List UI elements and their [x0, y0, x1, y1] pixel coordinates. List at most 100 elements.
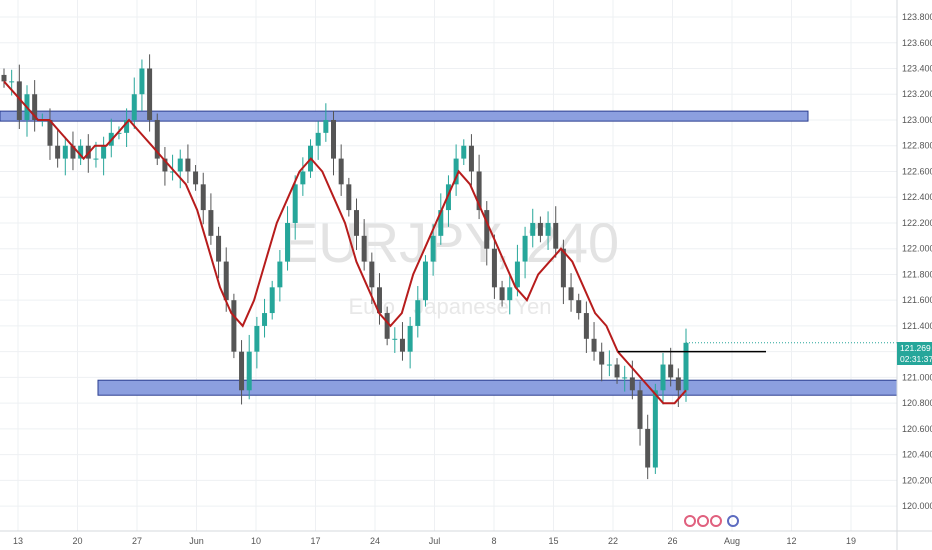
- candle-body: [1, 74, 7, 82]
- annotation-layer: [618, 342, 897, 527]
- candle-body: [415, 300, 421, 326]
- candle-body: [392, 338, 398, 340]
- candle-body: [277, 261, 283, 288]
- event-marker[interactable]: [697, 515, 709, 527]
- candle-body: [576, 300, 582, 314]
- candle-body: [583, 313, 589, 339]
- candle-body: [78, 145, 84, 159]
- candle-body: [683, 342, 689, 391]
- y-tick-label: 120.200: [902, 475, 932, 485]
- candle-body: [399, 338, 405, 352]
- candle-body: [154, 119, 160, 159]
- candle-body: [246, 351, 252, 391]
- candle-body: [62, 145, 68, 159]
- candle-body: [560, 248, 566, 288]
- x-tick-label: 24: [370, 536, 380, 546]
- candle-body: [422, 261, 428, 301]
- candle-body: [147, 68, 153, 120]
- candle-body: [675, 377, 681, 391]
- candle-body: [170, 171, 176, 173]
- candle-body: [361, 235, 367, 262]
- candle-body: [262, 313, 268, 326]
- candle-body: [468, 145, 474, 172]
- x-tick-label: 13: [13, 536, 23, 546]
- candle-body: [507, 287, 513, 301]
- y-tick-label: 120.400: [902, 450, 932, 460]
- candle-body: [453, 158, 459, 185]
- candle-body: [514, 261, 520, 288]
- y-tick-label: 121.600: [902, 295, 932, 305]
- x-tick-label: 10: [251, 536, 261, 546]
- candle-body: [239, 351, 245, 391]
- x-tick-label: 26: [667, 536, 677, 546]
- candle-body: [484, 210, 490, 249]
- x-tick-label: 12: [786, 536, 796, 546]
- last-price-tag: [897, 342, 932, 365]
- candle-body: [162, 158, 168, 172]
- support-zone[interactable]: [97, 379, 898, 396]
- resistance-zone[interactable]: [0, 110, 809, 122]
- candle-body: [47, 119, 53, 146]
- candle-body: [216, 235, 222, 262]
- candle-body: [32, 94, 38, 120]
- candle-body: [445, 184, 451, 211]
- candle-body: [16, 81, 22, 120]
- y-tick-label: 122.200: [902, 218, 932, 228]
- y-tick-label: 123.400: [902, 63, 932, 73]
- candle-body: [116, 132, 122, 134]
- y-tick-label: 120.600: [902, 424, 932, 434]
- y-tick-label: 123.600: [902, 38, 932, 48]
- x-tick-label: 20: [72, 536, 82, 546]
- candle-body: [568, 287, 574, 301]
- event-marker[interactable]: [710, 515, 722, 527]
- candle-body: [223, 261, 229, 301]
- price-tag: 121.269 02:31:37: [897, 342, 932, 365]
- candle-layer: [1, 54, 689, 480]
- candle-body: [177, 158, 183, 172]
- y-tick-label: 122.800: [902, 141, 932, 151]
- candle-body: [9, 81, 15, 83]
- candle-body: [622, 377, 628, 379]
- candle-body: [537, 222, 543, 236]
- y-tick-label: 122.000: [902, 244, 932, 254]
- watermark-symbol: EURJPY, 240: [281, 211, 619, 274]
- x-tick-label: 19: [846, 536, 856, 546]
- candle-body: [668, 364, 674, 378]
- candle-body: [131, 94, 137, 120]
- candle-body: [461, 145, 467, 159]
- candle-body: [269, 287, 275, 314]
- candle-body: [629, 377, 635, 391]
- candle-body: [193, 171, 199, 185]
- event-marker[interactable]: [684, 515, 696, 527]
- candle-body: [553, 222, 559, 249]
- candle-body: [369, 261, 375, 288]
- candle-body: [185, 158, 191, 172]
- y-tick-label: 121.000: [902, 372, 932, 382]
- candle-body: [208, 210, 214, 236]
- candle-body: [338, 158, 344, 185]
- candle-body: [652, 390, 658, 468]
- candle-body: [55, 145, 61, 159]
- candle-body: [323, 119, 329, 133]
- candle-body: [530, 222, 536, 236]
- candle-body: [599, 351, 605, 365]
- candle-body: [491, 248, 497, 288]
- y-tick-label: 123.800: [902, 12, 932, 22]
- y-tick-label: 123.200: [902, 89, 932, 99]
- candle-body: [231, 300, 237, 352]
- candle-body: [438, 210, 444, 236]
- y-tick-label: 120.800: [902, 398, 932, 408]
- moving-average-line: [3, 80, 687, 405]
- candle-body: [285, 222, 291, 262]
- event-marker[interactable]: [727, 515, 739, 527]
- candle-body: [591, 338, 597, 352]
- candle-body: [660, 364, 666, 391]
- x-tick-label: 22: [608, 536, 618, 546]
- candle-body: [407, 325, 413, 352]
- y-tick-label: 122.600: [902, 166, 932, 176]
- candle-body: [331, 119, 337, 159]
- candle-body: [353, 210, 359, 236]
- candle-body: [637, 390, 643, 429]
